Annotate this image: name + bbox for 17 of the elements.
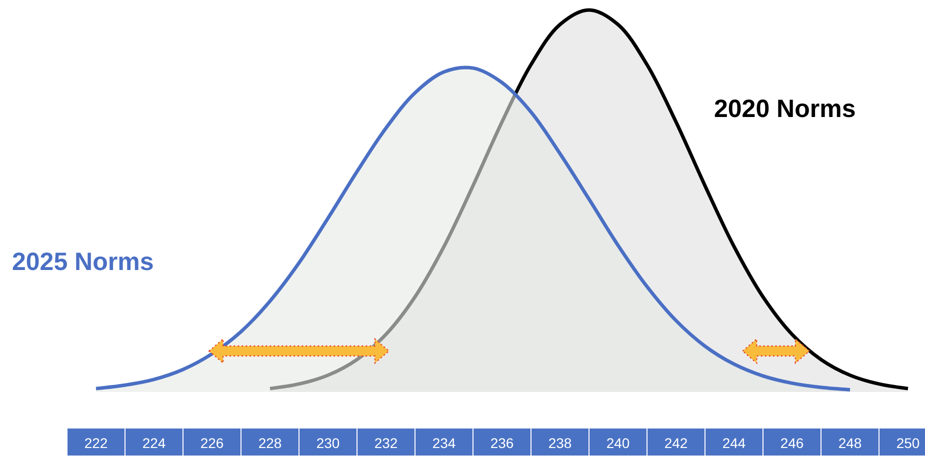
x-tick-label: 232 — [374, 435, 398, 451]
x-tick-label: 248 — [838, 435, 862, 451]
text: 2025 Norms — [12, 248, 154, 276]
x-tick-label: 244 — [722, 435, 746, 451]
x-tick-label: 250 — [896, 435, 920, 451]
x-tick-label: 234 — [432, 435, 456, 451]
x-tick-label: 228 — [258, 435, 282, 451]
x-tick-label: 226 — [200, 435, 224, 451]
x-tick-label: 242 — [664, 435, 688, 451]
x-tick-label: 246 — [780, 435, 804, 451]
series-label: 2020 Norms — [714, 94, 856, 123]
x-tick-label: 240 — [606, 435, 630, 451]
x-tick-label: 230 — [316, 435, 340, 451]
x-tick-label: 222 — [84, 435, 108, 451]
x-tick-label: 236 — [490, 435, 514, 451]
x-tick-label: 224 — [142, 435, 166, 451]
x-tick-label: 238 — [548, 435, 572, 451]
